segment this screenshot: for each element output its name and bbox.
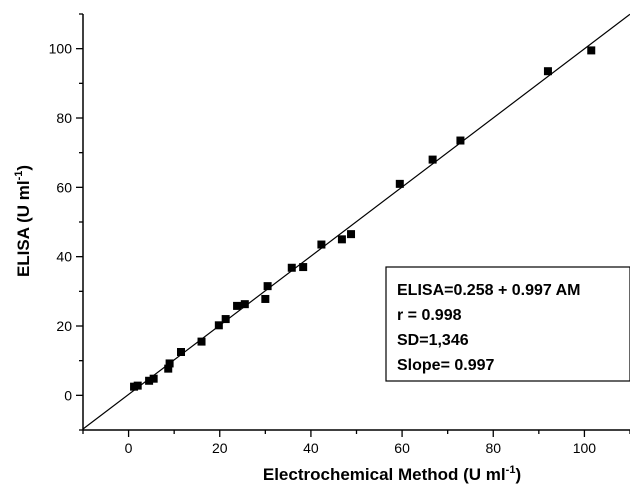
x-tick-label: 0 [125,440,133,456]
data-points-layer [130,46,596,391]
x-tick-label: 20 [212,440,228,456]
data-point [587,46,596,55]
axes-layer: 0 20 40 60 80 100 0 20 40 60 80 100 [49,13,630,456]
data-point [165,359,174,368]
data-point [263,282,272,291]
data-point [177,348,186,356]
data-point [221,315,230,324]
data-point [347,230,356,239]
data-point [164,364,173,373]
y-tick-label: 60 [56,179,72,195]
data-point [149,374,158,383]
data-point [317,240,326,249]
x-tick-label: 80 [485,440,501,456]
regression-line [82,13,630,430]
data-point [261,294,270,303]
annotation-line: r = 0.998 [397,307,462,324]
data-point [337,235,346,244]
data-point [543,67,552,76]
fit-line-layer [82,13,630,430]
annotation-frame [385,266,630,382]
data-point [145,376,154,385]
data-point [197,337,206,346]
data-point [287,263,296,272]
x-tick-label: 60 [394,440,410,456]
data-point [240,300,249,309]
data-point [133,381,142,390]
annotation-line: Slope= 0.997 [397,357,494,374]
annotation-line: ELISA=0.258 + 0.997 AM [397,282,581,299]
x-tick-label: 40 [303,440,319,456]
y-tick-label: 0 [64,387,72,403]
data-point [299,263,308,272]
data-point [395,179,404,188]
annotation-box: ELISA=0.258 + 0.997 AM r = 0.998 SD=1,346 S… [385,266,630,382]
x-tick-label: 100 [573,440,597,456]
x-axis-title: Electrochemical Method (U ml-1) [263,464,521,484]
data-point [456,136,465,145]
annotation-line: SD=1,346 [397,332,469,349]
data-point [233,301,242,310]
y-axis-title: ELISA (U ml-1) [13,165,33,277]
y-tick-label: 20 [56,318,72,334]
data-point [214,321,223,330]
y-tick-label: 40 [56,249,72,265]
y-tick-label: 100 [49,41,73,57]
y-tick-label: 80 [56,110,72,126]
data-point [428,155,437,164]
